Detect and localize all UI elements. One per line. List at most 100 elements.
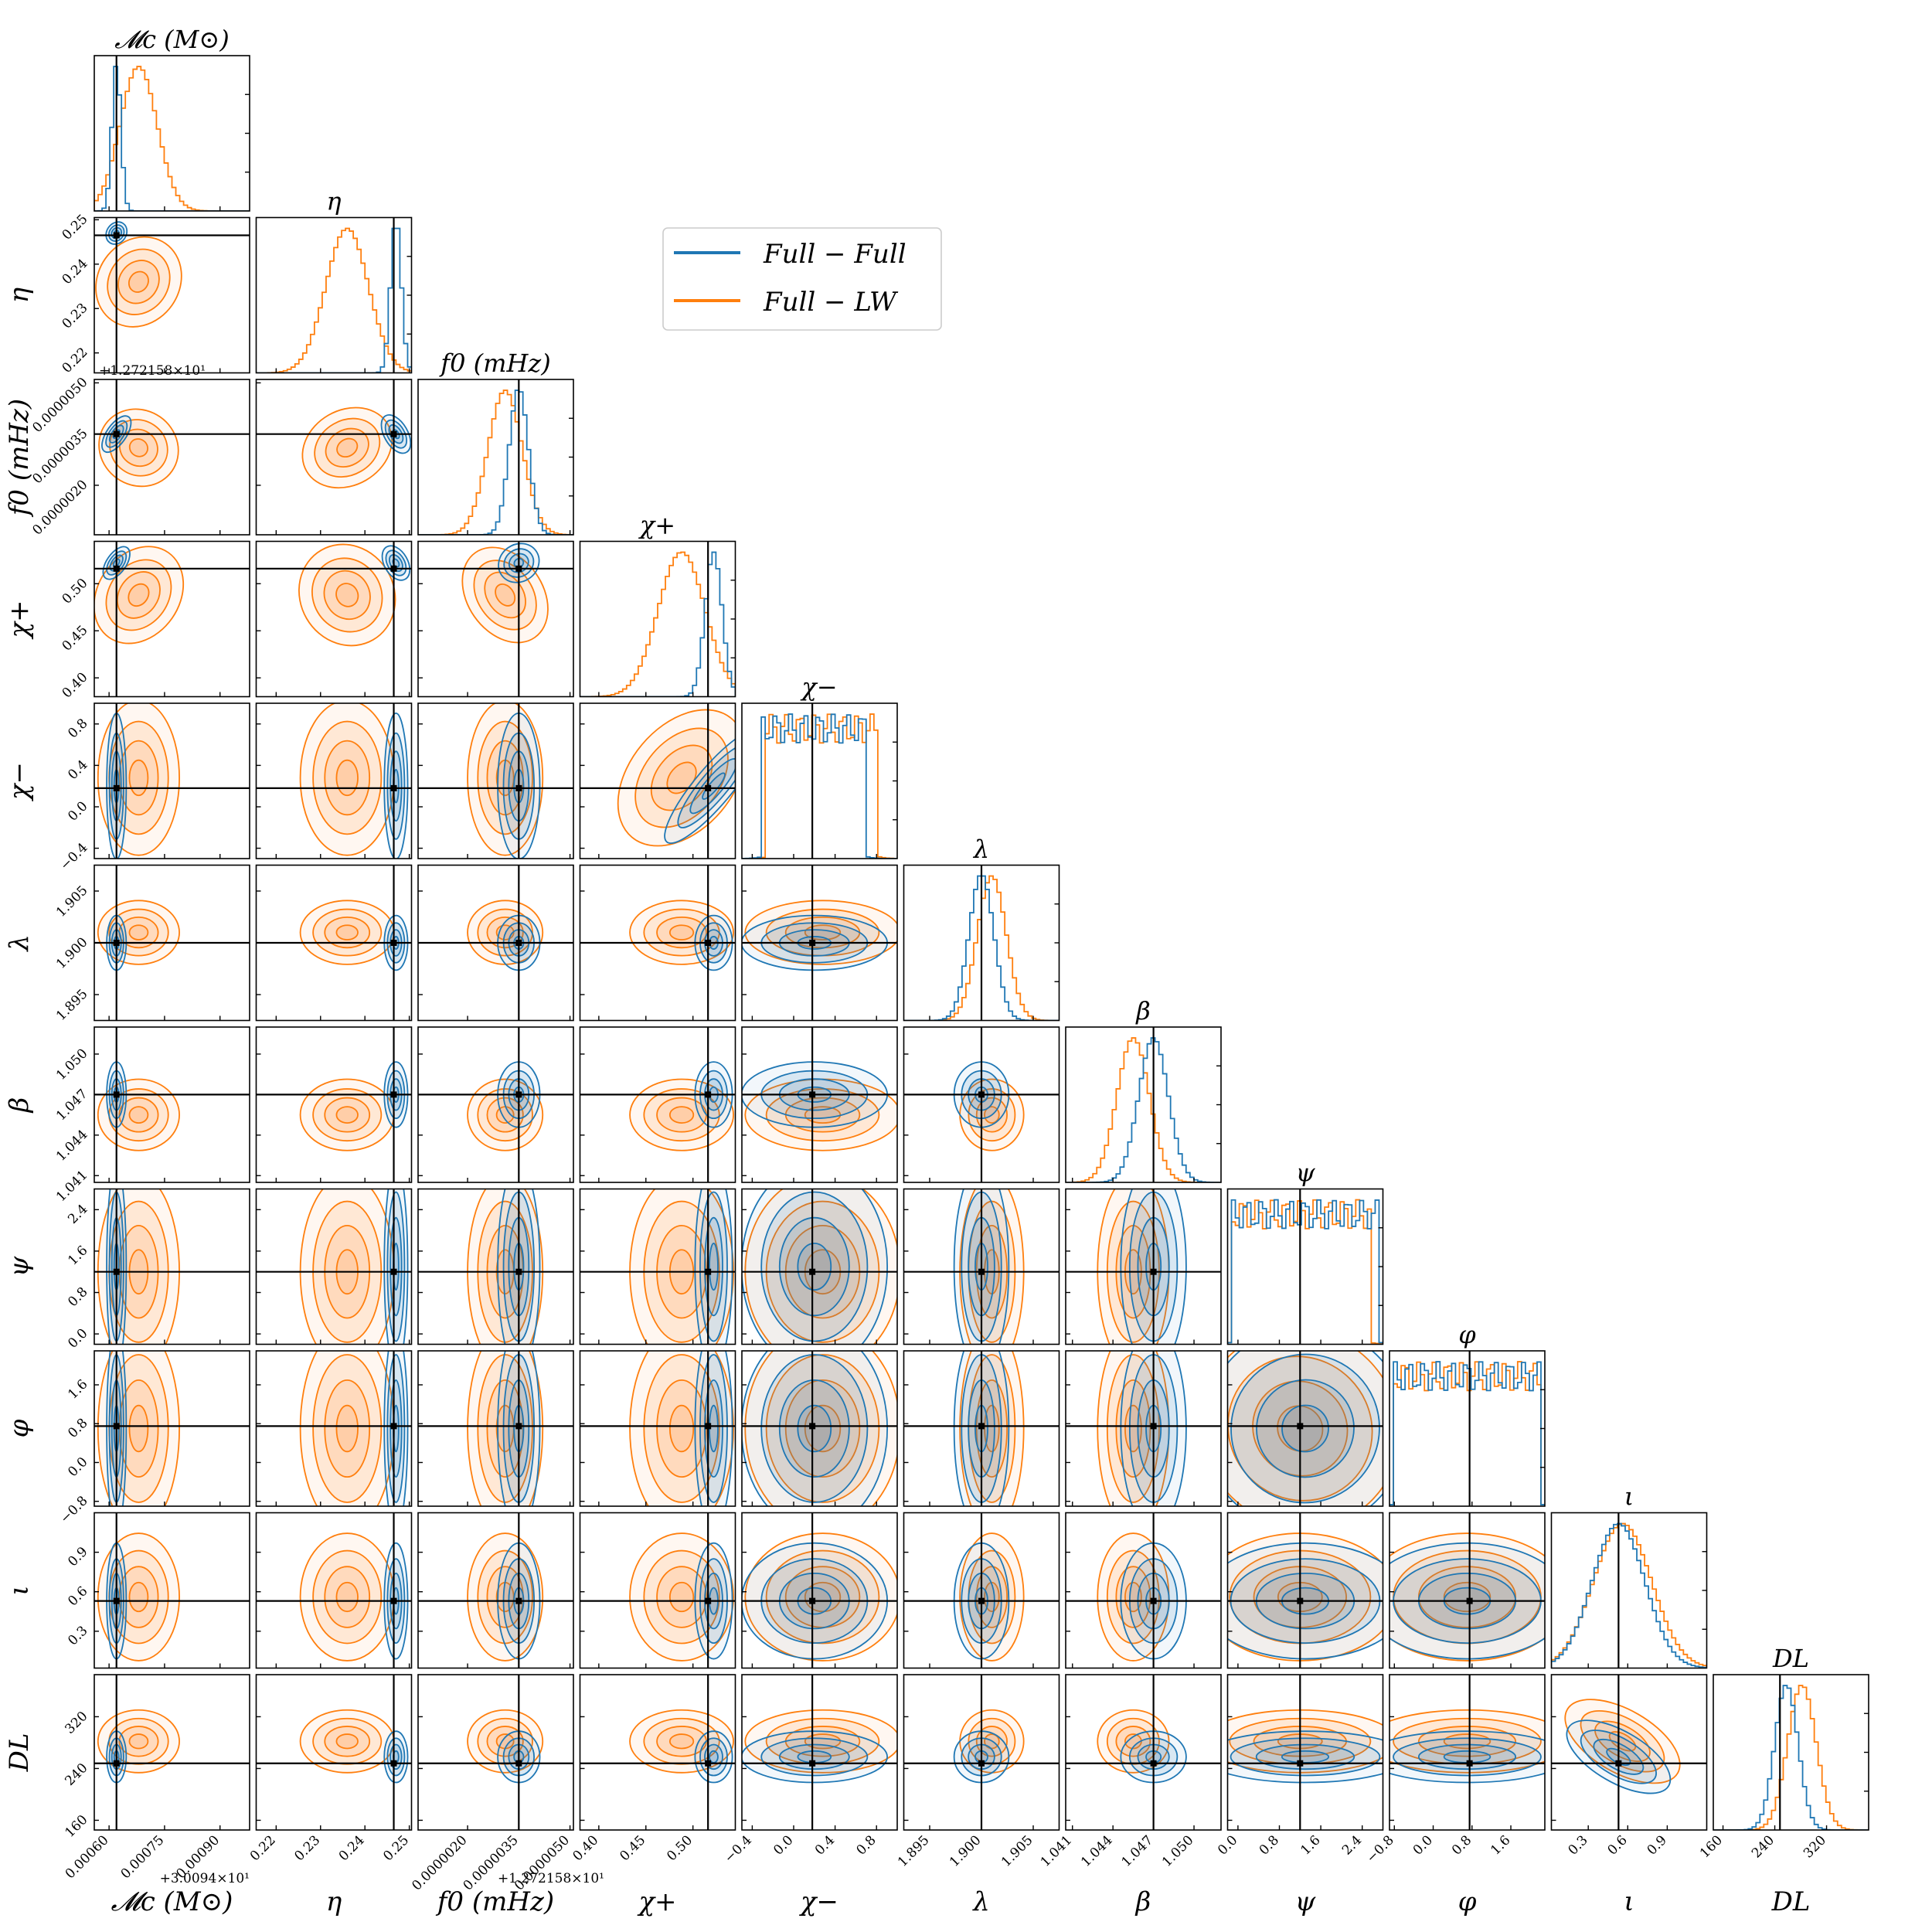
histogram-full-full — [94, 66, 250, 211]
panel-frame — [94, 216, 250, 374]
x-tick-label: −0.4 — [722, 1832, 755, 1866]
panel-content — [94, 865, 250, 1021]
truth-marker — [809, 1091, 816, 1098]
xlabel-iota: ι — [1624, 1886, 1634, 1917]
y-tick-label: −0.4 — [57, 840, 90, 873]
x-tick-label: 1.050 — [1159, 1832, 1197, 1870]
panel-Mc-phi — [94, 1350, 250, 1507]
panel-f0-chim — [417, 702, 574, 859]
panel-frame — [741, 1674, 898, 1831]
panels-layer — [94, 55, 1869, 1831]
truth-marker — [809, 1423, 816, 1430]
y-tick-label: 0.3 — [65, 1623, 90, 1648]
panel-frame — [417, 1350, 574, 1507]
panel-frame — [94, 1512, 250, 1669]
y-tick-label: 0.8 — [65, 1416, 90, 1441]
truth-marker — [113, 1760, 120, 1767]
panel-chim-DL — [741, 1674, 898, 1831]
y-tick-label: 1.041 — [53, 1168, 91, 1206]
histogram-full-lw — [1713, 1685, 1869, 1830]
truth-marker — [705, 1423, 712, 1430]
panel-frame — [417, 702, 574, 859]
truth-marker — [390, 940, 397, 946]
contours-full-lw — [299, 703, 395, 856]
panel-content — [94, 1351, 250, 1506]
panel-frame — [417, 1188, 574, 1345]
panel-content — [256, 1189, 412, 1345]
panel-frame — [741, 1188, 898, 1345]
panel-lam-lam — [903, 864, 1060, 1022]
histogram-full-lw — [256, 227, 412, 373]
y-tick-label: 0.6 — [65, 1583, 90, 1609]
x-tick-label: 0.00060 — [63, 1832, 112, 1882]
histogram-full-full — [1389, 1361, 1545, 1506]
histogram-full-lw — [580, 551, 736, 697]
contours-full-lw — [1097, 1709, 1170, 1774]
panel-chip-beta — [579, 1026, 736, 1183]
panel-content — [580, 1351, 736, 1506]
y-tick-label: 1.047 — [53, 1087, 91, 1124]
panel-f0-iota — [417, 1512, 574, 1669]
panel-lam-phi — [903, 1350, 1060, 1507]
histogram-full-full — [1551, 1522, 1707, 1668]
title-chim: χ− — [800, 672, 837, 702]
panel-beta-iota — [1065, 1512, 1222, 1669]
panel-phi-DL — [1389, 1674, 1546, 1831]
y-tick-label: 1.905 — [53, 883, 91, 920]
x-tick-label: 0.0 — [1215, 1832, 1240, 1858]
x-tick-label: 1.895 — [895, 1832, 933, 1870]
panel-phi-phi — [1389, 1350, 1546, 1507]
legend-label-full-lw: Full − LW — [763, 287, 899, 318]
x-tick-label: 0.40 — [570, 1832, 601, 1864]
panel-iota-iota — [1550, 1512, 1708, 1669]
y-tick-label: 0.9 — [65, 1544, 90, 1570]
panel-content — [1066, 1675, 1221, 1830]
panel-chim-beta — [741, 1026, 898, 1183]
xlabel-phi: φ — [1458, 1886, 1477, 1917]
truth-marker — [390, 565, 397, 572]
panel-content — [256, 379, 412, 535]
x-tick-label: 0.23 — [291, 1832, 323, 1864]
truth-marker — [515, 565, 522, 572]
panel-content — [1227, 1512, 1383, 1668]
title-f0: f0 (mHz) — [439, 349, 550, 378]
truth-marker — [113, 1597, 120, 1604]
panel-chip-lam — [579, 864, 736, 1022]
x-tick-label: 2.4 — [1339, 1832, 1365, 1858]
offset-x-f0: +1.272158×10¹ — [498, 1871, 604, 1886]
y-tick-label: 0.25 — [60, 212, 91, 243]
histogram-full-lw — [1551, 1522, 1707, 1668]
panel-content — [903, 1027, 1060, 1182]
panel-content — [1066, 1189, 1221, 1345]
truth-marker — [809, 1268, 816, 1275]
panel-content — [580, 1512, 736, 1668]
panel-phi-iota — [1389, 1512, 1546, 1669]
truth-marker — [978, 1423, 985, 1430]
panel-content — [903, 1675, 1060, 1830]
ylabel-beta: β — [4, 1097, 35, 1114]
x-tick-label: 0.0 — [1410, 1832, 1436, 1858]
title-eta: η — [326, 187, 341, 216]
panel-eta-eta — [255, 216, 413, 374]
panel-chim-iota — [741, 1512, 898, 1669]
x-tick-label: 1.044 — [1078, 1832, 1116, 1870]
truth-marker — [1615, 1760, 1622, 1767]
panel-Mc-Mc — [94, 55, 250, 212]
histogram-full-full — [1227, 1199, 1383, 1345]
panel-frame — [1065, 1512, 1222, 1669]
panel-content — [1227, 1675, 1383, 1830]
x-tick-label: 0.6 — [1605, 1832, 1631, 1858]
truth-marker — [390, 430, 397, 437]
contours-full-lw — [299, 900, 395, 965]
panel-frame — [741, 1512, 898, 1669]
panel-frame — [94, 540, 250, 698]
truth-marker — [1150, 1597, 1157, 1604]
panel-content — [418, 1512, 573, 1668]
panel-content — [256, 1027, 412, 1182]
panel-frame — [255, 1350, 413, 1507]
panel-frame — [579, 1350, 736, 1507]
contours-full-lw — [1389, 1709, 1545, 1774]
panel-frame — [94, 379, 250, 536]
truth-marker — [1297, 1597, 1304, 1604]
